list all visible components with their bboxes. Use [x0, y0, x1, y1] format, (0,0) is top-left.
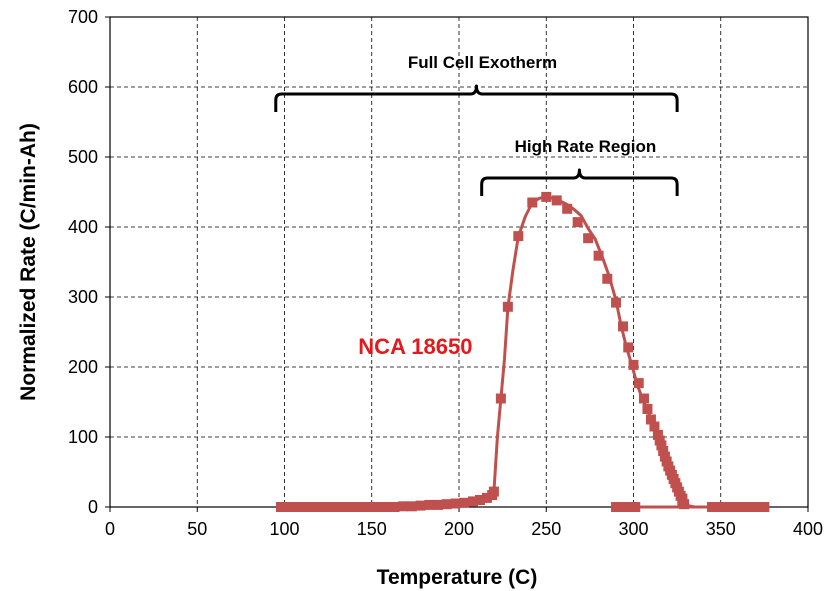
x-tick-label: 200 — [444, 519, 474, 539]
data-point — [389, 502, 400, 512]
data-point — [652, 429, 663, 440]
data-point — [474, 495, 485, 505]
data-point — [623, 342, 634, 353]
data-point — [707, 502, 718, 512]
y-tick-label: 500 — [68, 147, 98, 167]
data-point — [649, 421, 660, 432]
data-point — [715, 502, 726, 512]
data-point — [337, 502, 348, 512]
data-point — [433, 499, 444, 510]
y-axis-ticks: 0 100 200 300 400 500 600 700 — [68, 7, 110, 517]
data-point — [733, 502, 744, 512]
x-axis-ticks: 0 50 100 150 200 250 300 350 400 — [105, 507, 823, 539]
x-tick-label: 50 — [187, 519, 207, 539]
grid-lines — [110, 17, 808, 507]
data-point — [759, 502, 770, 512]
data-point — [572, 217, 583, 228]
data-point — [541, 191, 552, 202]
series-label: NCA 18650 — [358, 334, 472, 359]
data-point — [593, 250, 604, 261]
data-point — [656, 440, 667, 451]
y-tick-label: 700 — [68, 7, 98, 27]
data-point — [623, 502, 634, 512]
data-point — [645, 414, 656, 425]
data-point — [328, 502, 339, 512]
y-tick-label: 600 — [68, 77, 98, 97]
data-point — [380, 502, 391, 512]
data-point — [441, 499, 452, 510]
data-point — [276, 502, 287, 512]
x-tick-label: 350 — [706, 519, 736, 539]
x-tick-label: 0 — [105, 519, 115, 539]
data-point — [527, 197, 538, 208]
data-point — [450, 498, 461, 509]
data-point — [630, 502, 641, 512]
data-point — [618, 321, 629, 332]
data-point — [302, 502, 313, 512]
data-point — [513, 231, 524, 242]
data-point — [459, 497, 470, 508]
high-rate-region-label: High Rate Region — [515, 137, 657, 156]
data-point — [679, 499, 690, 510]
series-markers — [276, 191, 770, 512]
x-axis-title: Temperature (C) — [377, 566, 538, 589]
x-tick-label: 300 — [618, 519, 648, 539]
data-point — [363, 502, 374, 512]
data-point — [371, 502, 382, 512]
y-tick-label: 100 — [68, 427, 98, 447]
data-point — [616, 502, 627, 512]
data-point — [354, 502, 365, 512]
x-tick-label: 250 — [531, 519, 561, 539]
data-point — [638, 393, 649, 404]
x-tick-label: 100 — [269, 519, 299, 539]
full-cell-exotherm-label: Full Cell Exotherm — [408, 53, 557, 72]
data-point — [628, 359, 639, 370]
data-point — [424, 499, 435, 510]
data-point — [642, 404, 653, 414]
data-point — [562, 203, 573, 214]
data-point — [502, 301, 513, 312]
annotations: Full Cell Exotherm High Rate Region NCA 18… — [274, 53, 679, 359]
y-tick-label: 200 — [68, 357, 98, 377]
x-tick-label: 400 — [793, 519, 823, 539]
y-tick-label: 400 — [68, 217, 98, 237]
y-axis-title: Normalized Rate (C/min-Ah) — [17, 123, 40, 401]
y-tick-label: 300 — [68, 287, 98, 307]
data-point — [284, 502, 295, 512]
full-cell-brace — [274, 84, 679, 112]
data-point — [741, 502, 752, 512]
x-tick-label: 150 — [357, 519, 387, 539]
data-point — [398, 501, 409, 512]
data-point — [611, 297, 622, 308]
data-point — [583, 233, 594, 244]
data-point — [293, 502, 304, 512]
data-point — [658, 446, 669, 456]
data-point — [611, 502, 622, 512]
data-point — [319, 502, 330, 512]
high-rate-brace — [480, 168, 679, 196]
data-point — [495, 393, 506, 404]
data-point — [724, 502, 735, 512]
data-point — [488, 486, 499, 497]
data-point — [481, 492, 492, 503]
data-point — [551, 195, 562, 206]
data-point — [633, 378, 644, 389]
data-point — [345, 502, 356, 512]
data-point — [602, 273, 613, 284]
data-point — [467, 496, 478, 507]
data-point — [750, 502, 761, 512]
y-tick-label: 0 — [88, 497, 98, 517]
data-point — [310, 502, 321, 512]
data-point — [406, 501, 417, 512]
data-point — [415, 500, 426, 511]
